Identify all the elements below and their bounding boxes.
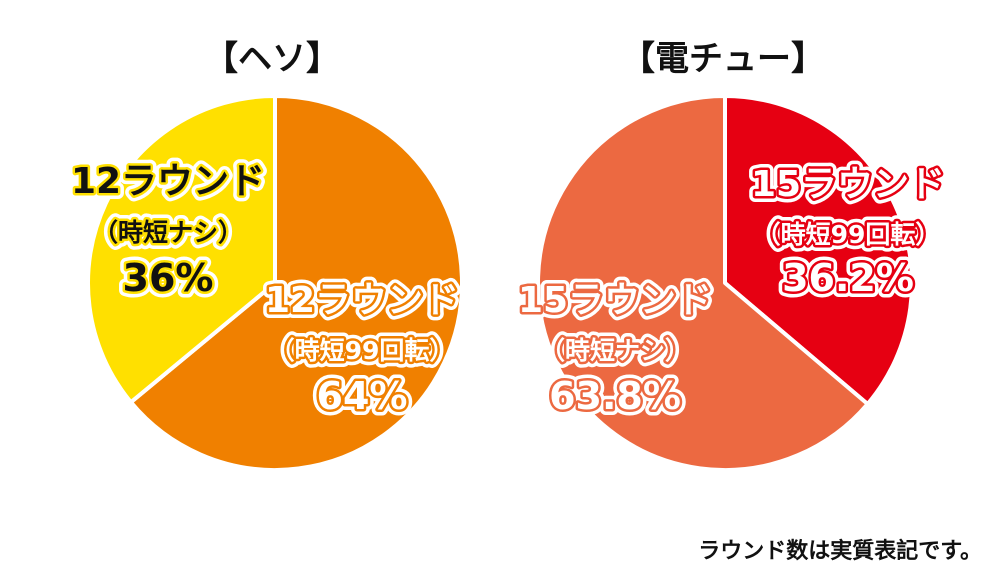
slice-label-halo: （時短ナシ） (93, 218, 243, 247)
slice-label: 15ラウンド (518, 280, 712, 321)
slice-label-halo: （時短99回転） (270, 336, 455, 365)
slice-label: （時短99回転） (270, 336, 455, 365)
slice-label: 12ラウンド (265, 280, 459, 321)
slice-label-halo: 36.2% (782, 256, 914, 300)
pie-slice (128, 94, 464, 472)
slice-label: 36.2% (782, 256, 914, 300)
chart-title: 【電チュー】 (621, 39, 825, 79)
pie-slice (536, 94, 870, 472)
slice-label: 63.8% (549, 374, 681, 418)
slice-label-halo: 12ラウンド (265, 280, 459, 321)
pie-chart-1: 【ヘソ】12ラウンド12ラウンド（時短99回転）（時短99回転）64%64%12… (65, 39, 465, 472)
slice-label-halo: 15ラウンド (518, 280, 712, 321)
pie-chart-2: 【電チュー】15ラウンド15ラウンド（時短99回転）（時短99回転）36.2%3… (512, 39, 951, 472)
slice-label-halo: 12ラウンド (71, 161, 265, 202)
slice-label: 64% (317, 374, 408, 418)
slice-label: （時短ナシ） (540, 336, 690, 365)
slice-label-halo: 15ラウンド (751, 164, 945, 205)
slice-label: （時短ナシ） (93, 218, 243, 247)
chart-title: 【ヘソ】 (204, 39, 340, 79)
slice-label-halo: 63.8% (549, 374, 681, 418)
slice-label: （時短99回転） (756, 220, 941, 249)
slice-label-halo: （時短ナシ） (540, 336, 690, 365)
slice-label: 36% (123, 256, 214, 300)
slice-label-halo: 36% (123, 256, 214, 300)
pie-slice (86, 94, 277, 405)
slice-label-halo: 64% (317, 374, 408, 418)
footnote: ラウンド数は実質表記です。 (698, 539, 982, 564)
slice-label: 12ラウンド (71, 161, 265, 202)
slice-label-halo: （時短99回転） (756, 220, 941, 249)
slice-label: 15ラウンド (751, 164, 945, 205)
pie-slice (723, 94, 914, 406)
